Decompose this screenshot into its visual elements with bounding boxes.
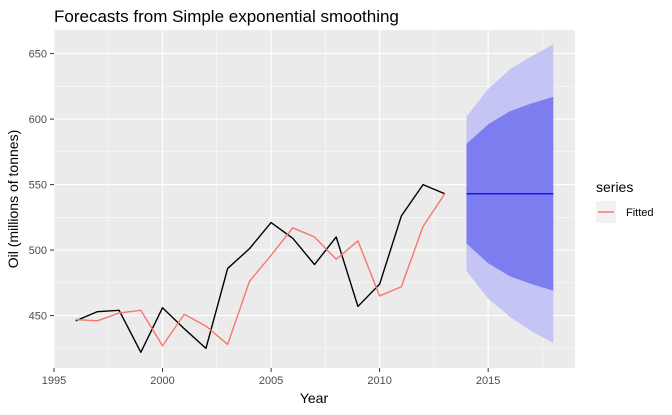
x-tick-label: 2015 [476, 375, 500, 387]
legend: series Fitted [596, 179, 654, 223]
fitted-line [75, 193, 446, 347]
y-tick-label: 650 [29, 49, 47, 61]
y-tick-label: 550 [29, 180, 47, 192]
y-tick-label: 600 [29, 114, 47, 126]
legend-label-fitted: Fitted [626, 207, 654, 219]
chart-title: Forecasts from Simple exponential smooth… [54, 7, 399, 26]
y-tick-label: 450 [29, 311, 47, 323]
x-tick-label: 2010 [367, 375, 391, 387]
legend-title: series [596, 179, 633, 195]
x-tick-label: 2000 [150, 375, 174, 387]
x-tick-label: 2005 [259, 375, 283, 387]
y-tick-label: 500 [29, 245, 47, 257]
y-axis: 450 500 550 600 650 [29, 49, 54, 323]
y-axis-title: Oil (millions of tonnes) [5, 130, 21, 269]
series-lines [75, 183, 554, 353]
observed-line [75, 183, 446, 353]
x-axis: 1995 2000 2005 2010 2015 [42, 368, 500, 387]
x-axis-title: Year [300, 390, 329, 406]
x-tick-label: 1995 [42, 375, 66, 387]
